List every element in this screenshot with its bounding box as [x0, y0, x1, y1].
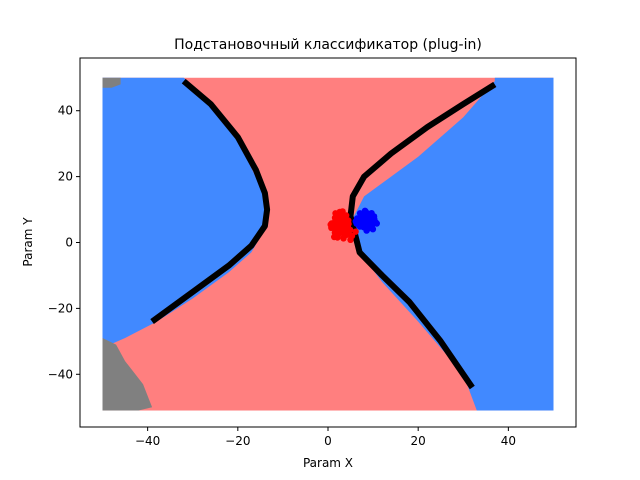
y-tick-label: 20	[58, 170, 73, 184]
boundary-curve-2	[347, 81, 497, 390]
point-class-2	[368, 212, 375, 220]
y-tick-label: −40	[48, 367, 73, 381]
y-axis-label: Param Y	[21, 217, 35, 267]
y-tick-label: 40	[58, 104, 73, 118]
y-axis-ticks: −40 −20 0 20 40	[48, 104, 80, 381]
point-class-1	[332, 217, 339, 224]
point-class-1	[339, 208, 346, 215]
point-class-1	[340, 235, 347, 242]
point-class-1	[339, 217, 346, 224]
point-class-1	[347, 236, 354, 243]
x-axis-ticks: −40 −20 0 20 40	[135, 427, 516, 448]
x-tick-label: −20	[225, 434, 250, 448]
training-points	[327, 207, 380, 243]
y-tick-label: −20	[48, 301, 73, 315]
point-class-1	[334, 228, 341, 235]
y-tick-label: 0	[65, 236, 73, 250]
boundary-curve-1	[150, 78, 271, 325]
region-class-2-right	[350, 77, 554, 411]
point-class-1	[352, 228, 359, 235]
region-class-2-left	[102, 77, 268, 348]
region-unknown-bottom-left	[102, 338, 153, 411]
chart-title: Подстановочный классификатор (plug-in)	[174, 37, 482, 53]
x-tick-label: −40	[135, 434, 160, 448]
point-class-2	[362, 208, 369, 215]
x-axis-label: Param X	[303, 456, 353, 470]
point-class-2	[358, 216, 365, 223]
point-class-1	[341, 222, 349, 229]
x-tick-label: 20	[411, 434, 426, 448]
point-class-1	[327, 221, 334, 228]
decision-regions	[102, 77, 554, 411]
decision-boundaries	[150, 78, 497, 390]
x-tick-label: 40	[501, 434, 516, 448]
region-unknown-top-left	[102, 77, 121, 88]
point-class-2	[358, 222, 365, 229]
x-tick-label: 0	[324, 434, 332, 448]
